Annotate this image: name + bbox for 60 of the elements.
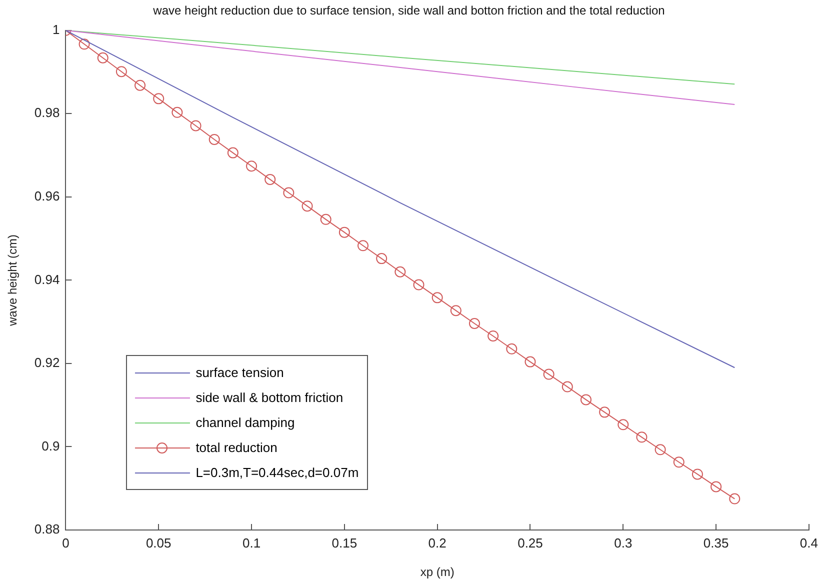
point [338,226,350,238]
point [729,493,740,504]
point [78,38,90,50]
x-tick-label: 0.2 [428,535,446,550]
legend-label: channel damping [196,415,295,430]
point [618,419,629,430]
x-tick-label: 0.3 [614,535,632,550]
point [153,93,164,104]
point [506,343,518,354]
point [450,305,462,316]
point [692,468,703,480]
point [208,134,220,145]
y-tick-label: 0.98 [34,105,60,120]
x-tick-label: 0.35 [703,535,729,550]
legend-label: L=0.3m,T=0.44sec,d=0.07m [196,465,359,480]
point [394,266,406,278]
point [97,52,108,64]
point [283,187,294,198]
point [190,120,202,132]
point [580,394,592,406]
point [302,200,313,212]
point [134,80,146,91]
point [376,253,388,264]
point [673,456,684,468]
y-axis-title: wave height (cm) [6,234,20,327]
legend-label: side wall & bottom friction [196,390,344,405]
point [636,432,648,443]
point [524,356,536,368]
point [562,381,573,392]
y-tick-label: 1 [52,22,60,37]
point [599,406,610,418]
legend-label: total reduction [196,440,278,455]
chart-title: wave height reduction due to surface tension, side wall and botton friction and the total reduction [152,4,665,18]
x-axis-title: xp (m) [420,565,454,580]
point [116,66,127,78]
point [227,147,238,158]
x-tick-label: 0 [62,535,70,550]
x-tick-label: 0.05 [146,535,172,550]
point [172,106,183,118]
point [320,214,332,225]
y-tick-label: 0.96 [34,188,60,204]
point [468,318,480,329]
legend-label: surface tension [196,365,284,380]
point [710,481,722,492]
y-tick-label: 0.92 [34,355,60,370]
point [488,330,499,342]
y-tick-label: 0.9 [42,438,60,454]
y-tick-label: 0.88 [34,522,60,537]
point [432,292,443,304]
point [543,368,554,380]
point [358,240,369,252]
x-tick-label: 0.25 [518,535,543,550]
point [246,160,258,172]
x-tick-label: 0.4 [800,535,818,550]
point [264,174,276,185]
x-tick-label: 0.15 [332,535,358,550]
point [654,444,666,456]
x-tick-label: 0.1 [242,535,261,550]
point [413,279,424,290]
y-tick-label: 0.94 [34,272,60,287]
